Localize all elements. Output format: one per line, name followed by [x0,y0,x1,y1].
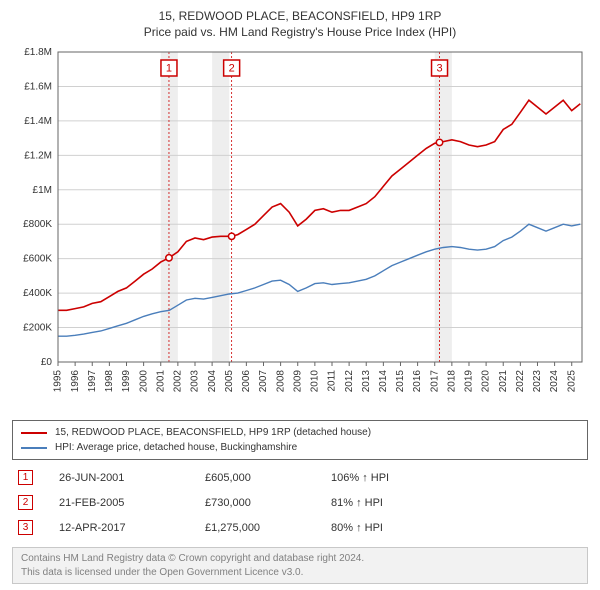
event-hpi: 81% ↑ HPI [331,497,383,509]
svg-text:2022: 2022 [515,370,526,393]
title-line2: Price paid vs. HM Land Registry's House … [144,24,456,40]
svg-text:2016: 2016 [412,370,423,393]
svg-text:1998: 1998 [104,370,115,393]
svg-text:2008: 2008 [275,370,286,393]
event-num-box: 1 [18,470,33,485]
svg-text:2011: 2011 [327,370,338,392]
svg-text:£200K: £200K [23,323,52,334]
chart-title-block: 15, REDWOOD PLACE, BEACONSFIELD, HP9 1RP… [144,8,456,40]
legend: 15, REDWOOD PLACE, BEACONSFIELD, HP9 1RP… [12,420,588,460]
svg-text:2003: 2003 [190,370,201,393]
svg-text:2012: 2012 [344,370,355,393]
event-hpi: 80% ↑ HPI [331,522,383,534]
svg-text:1995: 1995 [53,370,64,393]
svg-text:2004: 2004 [207,370,218,393]
event-num-box: 2 [18,495,33,510]
svg-text:2023: 2023 [532,370,543,393]
event-row: 3 12-APR-2017 £1,275,000 80% ↑ HPI [12,520,588,535]
footnote-line2: This data is licensed under the Open Gov… [21,566,579,580]
svg-text:£600K: £600K [23,254,52,265]
svg-text:2014: 2014 [378,370,389,393]
svg-text:2019: 2019 [464,370,475,393]
svg-text:2006: 2006 [241,370,252,393]
svg-text:2013: 2013 [361,370,372,393]
svg-text:£800K: £800K [23,220,52,231]
svg-text:2000: 2000 [138,370,149,393]
svg-text:£1.8M: £1.8M [24,47,52,58]
legend-swatch-blue [21,447,47,449]
svg-text:£1.4M: £1.4M [24,116,52,127]
svg-text:2018: 2018 [446,370,457,393]
footnote-line1: Contains HM Land Registry data © Crown c… [21,552,579,566]
svg-text:3: 3 [436,63,442,75]
svg-text:£0: £0 [41,357,53,368]
svg-text:£400K: £400K [23,288,52,299]
svg-text:£1M: £1M [33,185,52,196]
event-date: 12-APR-2017 [59,522,179,534]
svg-text:1997: 1997 [87,370,98,393]
legend-item-hpi: HPI: Average price, detached house, Buck… [21,440,579,455]
event-hpi: 106% ↑ HPI [331,472,389,484]
svg-text:1999: 1999 [121,370,132,393]
event-row: 2 21-FEB-2005 £730,000 81% ↑ HPI [12,495,588,510]
legend-item-property: 15, REDWOOD PLACE, BEACONSFIELD, HP9 1RP… [21,425,579,440]
chart-svg: £0 £200K £400K £600K £800K £1M £1.2M £1.4M £1.6M… [12,46,588,416]
event-date: 21-FEB-2005 [59,497,179,509]
event-price: £730,000 [205,497,305,509]
legend-swatch-red [21,432,47,434]
svg-text:1: 1 [166,63,172,75]
title-line1: 15, REDWOOD PLACE, BEACONSFIELD, HP9 1RP [144,8,456,24]
svg-text:2005: 2005 [224,370,235,393]
footnote: Contains HM Land Registry data © Crown c… [12,547,588,584]
svg-text:2025: 2025 [566,370,577,393]
line-chart: £0 £200K £400K £600K £800K £1M £1.2M £1.4M £1.6M… [12,46,588,416]
svg-text:2024: 2024 [549,370,560,393]
svg-text:2001: 2001 [155,370,166,393]
svg-text:£1.6M: £1.6M [24,82,52,93]
event-list: 1 26-JUN-2001 £605,000 106% ↑ HPI 2 21-F… [12,470,588,545]
legend-label-property: 15, REDWOOD PLACE, BEACONSFIELD, HP9 1RP… [55,425,371,440]
svg-text:2021: 2021 [498,370,509,393]
svg-text:2002: 2002 [173,370,184,393]
svg-text:2007: 2007 [258,370,269,393]
svg-text:1996: 1996 [70,370,81,393]
svg-text:2009: 2009 [292,370,303,393]
event-num-box: 3 [18,520,33,535]
event-price: £1,275,000 [205,522,305,534]
svg-text:2010: 2010 [310,370,321,393]
event-price: £605,000 [205,472,305,484]
svg-text:2: 2 [229,63,235,75]
svg-text:£1.2M: £1.2M [24,151,52,162]
legend-label-hpi: HPI: Average price, detached house, Buck… [55,440,297,455]
event-date: 26-JUN-2001 [59,472,179,484]
svg-text:2020: 2020 [481,370,492,393]
svg-text:2015: 2015 [395,370,406,393]
event-row: 1 26-JUN-2001 £605,000 106% ↑ HPI [12,470,588,485]
svg-text:2017: 2017 [429,370,440,393]
